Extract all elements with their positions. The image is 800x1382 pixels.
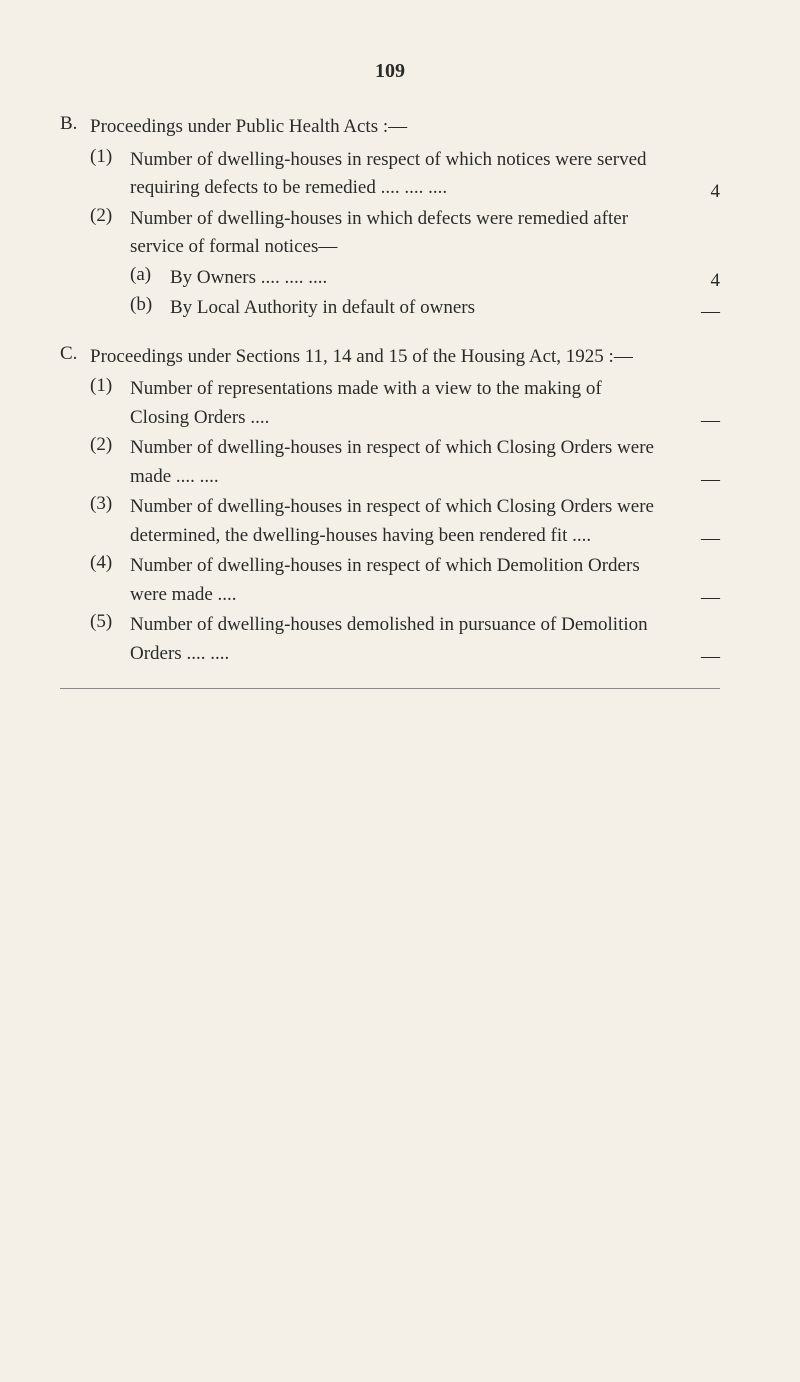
section-b-subitem-b: (b) By Local Authority in default of own… — [60, 294, 720, 323]
item-text: Number of dwelling-houses demolished in … — [130, 611, 680, 668]
section-b-item-1: (1) Number of dwelling-houses in respect… — [60, 146, 720, 203]
section-c-heading: Proceedings under Sections 11, 14 and 15… — [90, 343, 720, 372]
section-b-item-2: (2) Number of dwelling-houses in which d… — [60, 205, 720, 262]
section-b-letter: B. — [60, 113, 90, 135]
item-text: Number of dwelling-houses in respect of … — [130, 146, 680, 203]
item-value: — — [680, 410, 720, 432]
section-divider — [60, 688, 720, 689]
subitem-value: 4 — [680, 270, 720, 292]
section-c-item-4: (4) Number of dwelling-houses in respect… — [60, 552, 720, 609]
item-number: (2) — [60, 205, 130, 227]
item-text: Number of dwelling-houses in which defec… — [130, 205, 680, 262]
subitem-text-wrap: By Owners .... .... .... 4 — [170, 264, 720, 293]
subitem-text-wrap: By Local Authority in default of owners … — [170, 294, 720, 323]
subitem-value: — — [680, 301, 720, 323]
document-page: 109 B. Proceedings under Public Health A… — [0, 0, 800, 749]
item-text-wrap: Number of dwelling-houses in which defec… — [130, 205, 720, 262]
item-text: Number of dwelling-houses in respect of … — [130, 493, 680, 550]
section-b-subitem-a: (a) By Owners .... .... .... 4 — [60, 264, 720, 293]
item-text-wrap: Number of representations made with a vi… — [130, 375, 720, 432]
section-c-heading-row: C. Proceedings under Sections 11, 14 and… — [60, 343, 720, 372]
item-number: (3) — [60, 493, 130, 515]
item-number: (5) — [60, 611, 130, 633]
item-value: — — [680, 528, 720, 550]
section-c-item-5: (5) Number of dwelling-houses demolished… — [60, 611, 720, 668]
item-text: Number of dwelling-houses in respect of … — [130, 552, 680, 609]
item-text-wrap: Number of dwelling-houses in respect of … — [130, 434, 720, 491]
subitem-text: By Local Authority in default of owners — [170, 294, 680, 323]
section-b-heading-row: B. Proceedings under Public Health Acts … — [60, 113, 720, 142]
item-text-wrap: Number of dwelling-houses in respect of … — [130, 552, 720, 609]
item-value: 4 — [680, 181, 720, 203]
subitem-letter: (b) — [60, 294, 170, 316]
item-text-wrap: Number of dwelling-houses in respect of … — [130, 146, 720, 203]
item-text: Number of representations made with a vi… — [130, 375, 680, 432]
section-b: B. Proceedings under Public Health Acts … — [60, 113, 720, 323]
item-number: (1) — [60, 146, 130, 168]
item-number: (1) — [60, 375, 130, 397]
item-text-wrap: Number of dwelling-houses demolished in … — [130, 611, 720, 668]
item-value: — — [680, 646, 720, 668]
subitem-text: By Owners .... .... .... — [170, 264, 680, 293]
section-c-item-1: (1) Number of representations made with … — [60, 375, 720, 432]
item-text-wrap: Number of dwelling-houses in respect of … — [130, 493, 720, 550]
item-value: — — [680, 469, 720, 491]
item-value: — — [680, 587, 720, 609]
section-c-item-2: (2) Number of dwelling-houses in respect… — [60, 434, 720, 491]
section-c-item-3: (3) Number of dwelling-houses in respect… — [60, 493, 720, 550]
section-c-letter: C. — [60, 343, 90, 365]
section-b-heading: Proceedings under Public Health Acts :— — [90, 113, 720, 142]
page-number: 109 — [60, 60, 720, 83]
section-c: C. Proceedings under Sections 11, 14 and… — [60, 343, 720, 669]
item-number: (4) — [60, 552, 130, 574]
item-number: (2) — [60, 434, 130, 456]
subitem-letter: (a) — [60, 264, 170, 286]
item-text: Number of dwelling-houses in respect of … — [130, 434, 680, 491]
